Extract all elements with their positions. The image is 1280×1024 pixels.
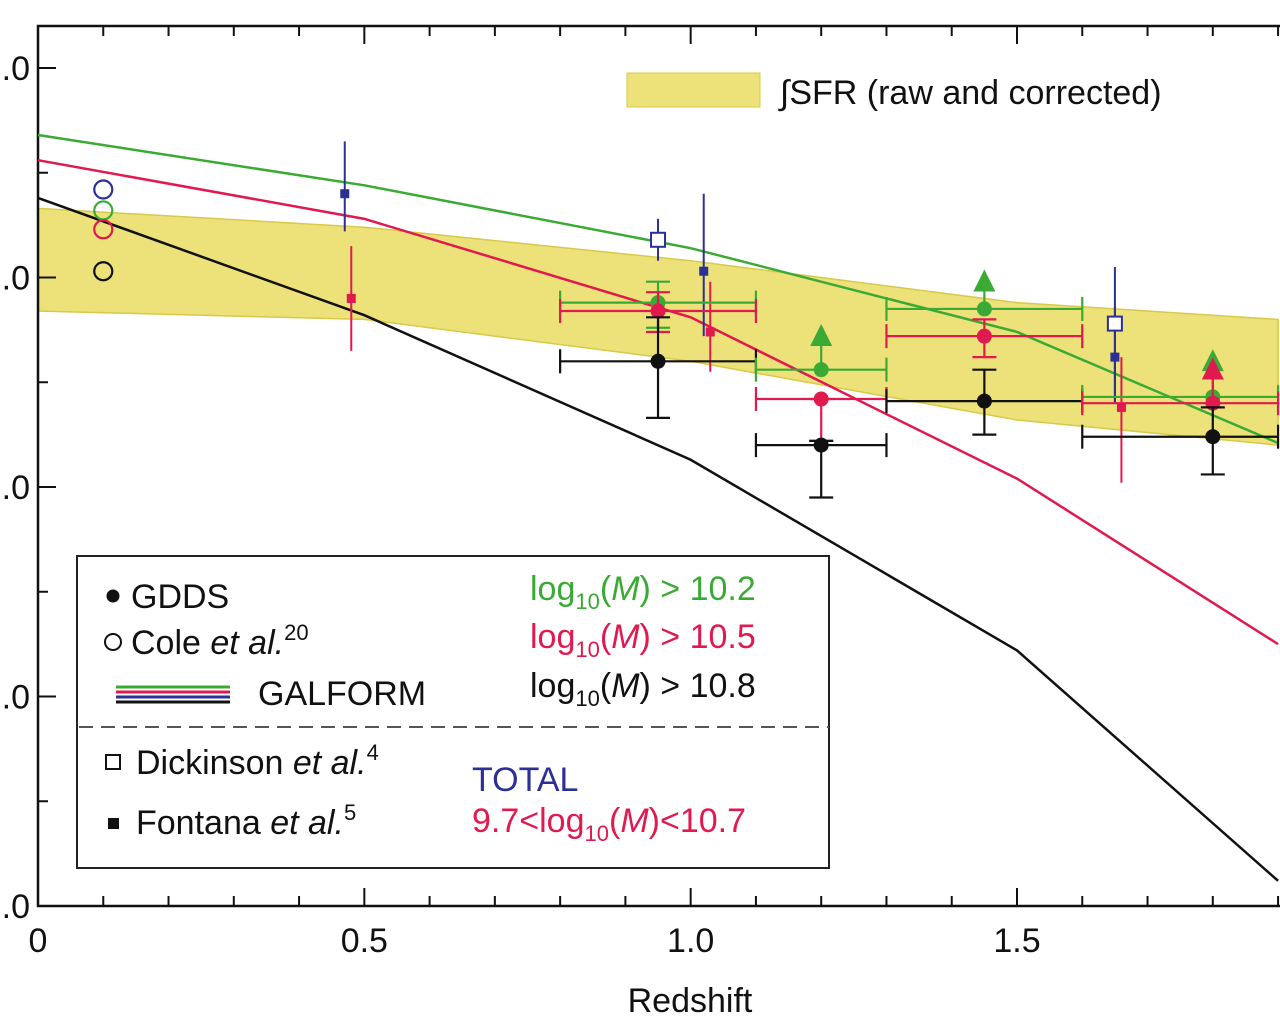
legend-dickinson-marker bbox=[105, 754, 121, 770]
legend-box bbox=[76, 555, 830, 869]
legend-fontana-etal: et al. bbox=[270, 804, 344, 842]
x-tick-label: 1.5 bbox=[993, 922, 1040, 960]
legend-galform-label: GALFORM bbox=[258, 675, 426, 713]
gdds-point bbox=[813, 391, 829, 407]
gdds-point bbox=[976, 328, 992, 344]
fontana-point bbox=[705, 327, 715, 337]
x-tick-label: 1.0 bbox=[667, 922, 714, 960]
legend-range-label: 9.7<log10(M)<10.7 bbox=[472, 802, 746, 846]
legend-cole-name: Cole bbox=[131, 624, 210, 662]
legend-fontana-ref: 5 bbox=[344, 800, 356, 825]
y-tick-label: .0 bbox=[2, 260, 30, 298]
legend-fontana-name: Fontana bbox=[136, 804, 270, 842]
legend-total-label: TOTAL bbox=[472, 761, 578, 799]
legend-gdds-label: GDDS bbox=[131, 578, 229, 616]
gdds-point bbox=[813, 362, 829, 378]
legend-dickinson-ref: 4 bbox=[367, 740, 379, 765]
galform-line-red bbox=[37, 158, 1279, 646]
cole-point bbox=[93, 179, 114, 200]
dickinson-point bbox=[1106, 315, 1123, 332]
fontana-point bbox=[340, 189, 350, 199]
legend-cole-marker bbox=[104, 633, 122, 651]
legend-mass-cut-black: log10(M) > 10.8 bbox=[530, 667, 756, 711]
gdds-point bbox=[813, 437, 829, 453]
axes: 0 0.5 1.0 1.5 .0 .0 .0 .0 .0 Redshift bbox=[2, 24, 1280, 1020]
plot-frame bbox=[36, 24, 1280, 908]
y-tick-label: .0 bbox=[2, 888, 30, 926]
legend-galform-swatch bbox=[116, 685, 230, 704]
gdds-point bbox=[650, 303, 666, 319]
legend-dickinson-etal: et al. bbox=[293, 744, 367, 782]
x-tick-label: 0.5 bbox=[341, 922, 388, 960]
x-tick-label: 0 bbox=[29, 922, 48, 960]
gdds-lower-limit-arrow bbox=[973, 269, 996, 292]
cole-point bbox=[93, 219, 114, 240]
gdds-lower-limit-arrow bbox=[1201, 357, 1224, 380]
legend-cole-ref: 20 bbox=[284, 620, 308, 645]
gdds-point bbox=[1205, 429, 1221, 445]
legend: GDDS Cole et al.20 GALFORM Dickinson et … bbox=[76, 555, 830, 869]
legend-fontana-marker bbox=[108, 818, 119, 829]
gdds-lower-limit-arrow bbox=[810, 323, 833, 346]
gdds-point bbox=[650, 353, 666, 369]
cole-point bbox=[93, 261, 114, 282]
dickinson-point bbox=[650, 231, 667, 248]
fontana-point bbox=[346, 293, 356, 303]
galform-line-green bbox=[37, 133, 1279, 445]
legend-mass-cut-red: log10(M) > 10.5 bbox=[530, 618, 756, 662]
legend-mass-cut-green: log10(M) > 10.2 bbox=[530, 570, 756, 614]
galform-line-black bbox=[37, 196, 1279, 882]
legend-dickinson-name: Dickinson bbox=[136, 744, 293, 782]
legend-fontana-label: Fontana et al.5 bbox=[136, 800, 356, 842]
data-points bbox=[93, 141, 1280, 499]
fontana-point bbox=[699, 266, 709, 276]
sfr-band-legend-swatch bbox=[626, 72, 761, 108]
legend-cole-etal: et al. bbox=[210, 624, 284, 662]
gdds-point bbox=[976, 301, 992, 317]
gdds-point bbox=[976, 393, 992, 409]
x-axis-title: Redshift bbox=[628, 982, 753, 1020]
y-tick-label: .0 bbox=[2, 50, 30, 88]
sfr-band-legend-label: ∫SFR (raw and corrected) bbox=[778, 74, 1162, 112]
legend-dickinson-label: Dickinson et al.4 bbox=[136, 740, 379, 782]
y-tick-label: .0 bbox=[2, 469, 30, 507]
fontana-point bbox=[1116, 402, 1126, 412]
y-tick-label: .0 bbox=[2, 679, 30, 717]
galform-lines bbox=[37, 133, 1279, 882]
legend-gdds-marker bbox=[106, 589, 120, 603]
legend-cole-label: Cole et al.20 bbox=[131, 620, 309, 662]
sfr-band-legend: ∫SFR (raw and corrected) bbox=[626, 72, 1162, 112]
